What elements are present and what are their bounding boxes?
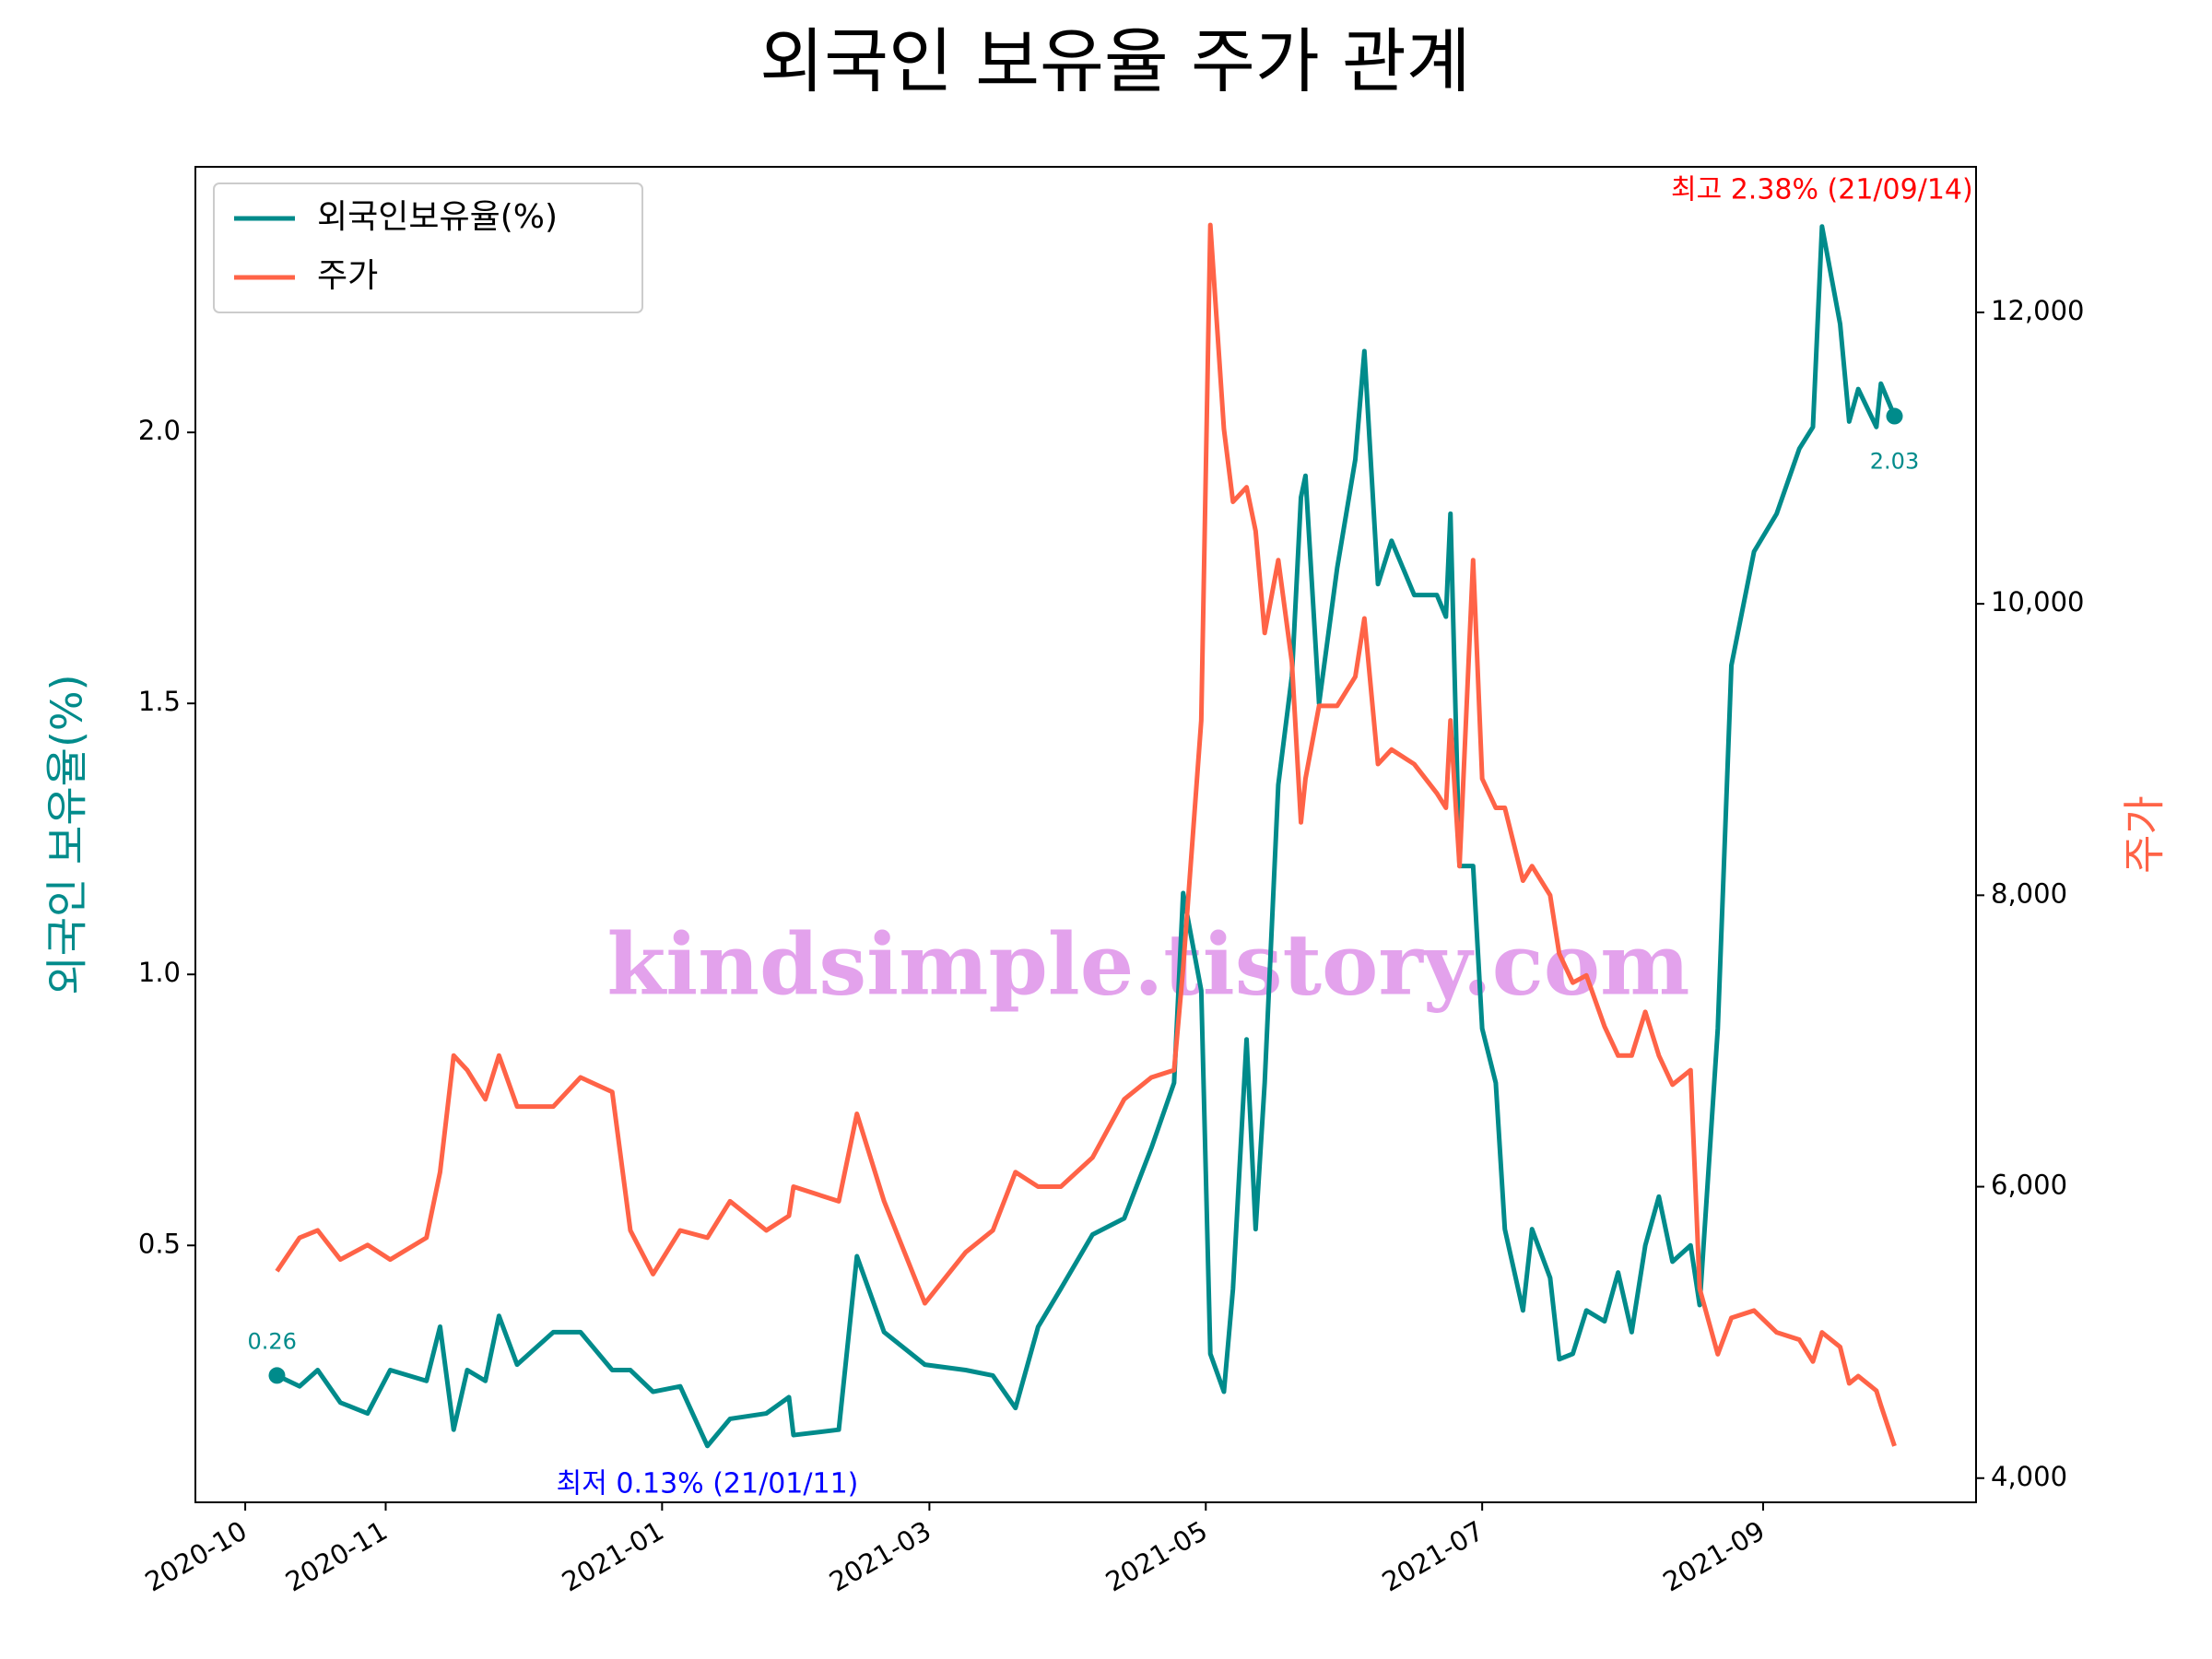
annotation: 최고 2.38% (21/09/14) [1671, 174, 1973, 206]
y2-tick-label: 12,000 [1991, 295, 2084, 326]
endpoint-marker [1886, 407, 1903, 425]
y-tick-label: 1.5 [138, 686, 181, 717]
legend-label: 외국인보유율(%) [317, 198, 558, 236]
endpoint-marker [268, 1367, 286, 1384]
point-label: 0.26 [247, 1328, 296, 1354]
point-label: 2.03 [1870, 449, 1919, 475]
y2-tick-label: 8,000 [1991, 877, 2067, 909]
plot-frame [194, 166, 1977, 1503]
y2-tick-label: 4,000 [1991, 1461, 2067, 1492]
legend: 외국인보유율(%) 주가 [213, 182, 643, 313]
y2-axis-label: 주가 [2120, 795, 2170, 874]
y-tick-label: 2.0 [138, 415, 181, 446]
y2-tick-label: 10,000 [1991, 586, 2084, 618]
annotation: 최저 0.13% (21/01/11) [557, 1468, 859, 1500]
y-axis-label: 외국인 보유율(%) [42, 674, 92, 994]
legend-label: 주가 [317, 257, 378, 295]
series-line [276, 224, 1897, 1449]
y2-tick-label: 6,000 [1991, 1170, 2067, 1201]
y-tick-label: 1.0 [138, 957, 181, 988]
chart-title: 외국인 보유율 주가 관계 [759, 20, 1471, 102]
series-line [275, 222, 1897, 1447]
legend-box [213, 182, 643, 313]
watermark: kindsimple.tistory.com [606, 915, 1689, 1015]
y-tick-label: 0.5 [138, 1228, 181, 1259]
